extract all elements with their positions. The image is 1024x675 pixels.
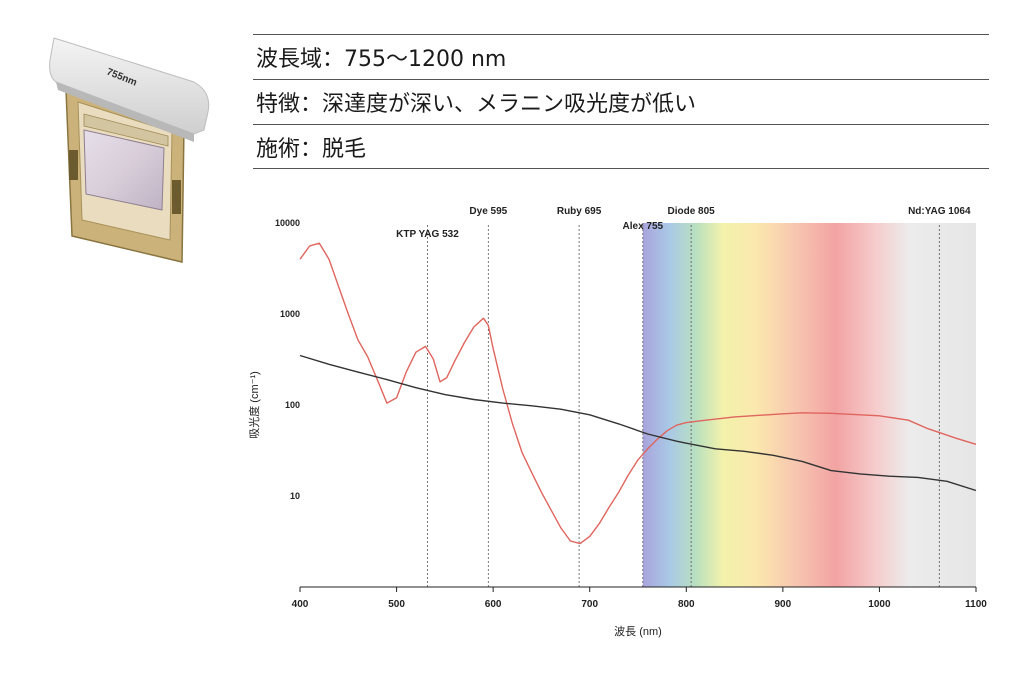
series-line xyxy=(299,242,977,545)
laser-line-label: Dye 595 xyxy=(469,206,507,217)
laser-line-label: KTP YAG 532 xyxy=(396,229,459,240)
x-tick-label: 800 xyxy=(678,599,695,610)
y-tick-label: 10 xyxy=(290,491,300,501)
x-tick-label: 700 xyxy=(581,599,598,610)
spec-row-treatment: 施術：脱毛 xyxy=(253,124,989,169)
x-tick-label: 1100 xyxy=(965,599,987,610)
spec-row-features: 特徴：深達度が深い、メラニン吸光度が低い xyxy=(253,79,989,124)
y-tick-label: 10000 xyxy=(275,218,300,228)
laser-line-label: Nd:YAG 1064 xyxy=(908,206,971,217)
series-lines xyxy=(299,242,977,545)
x-tick-label: 900 xyxy=(775,599,792,610)
laser-lines: KTP YAG 532 Dye 595 Ruby 695 Alex 755Diode … xyxy=(396,206,971,587)
x-axis-label: 波長 (nm) xyxy=(614,625,662,638)
laser-line-label: Diode 805 xyxy=(667,206,715,217)
handpiece-image: 755nm xyxy=(44,30,224,280)
y-tick-label: 1000 xyxy=(280,309,300,319)
spec-table: 波長域：755〜1200 nm 特徴：深達度が深い、メラニン吸光度が低い 施術：… xyxy=(253,34,989,169)
x-tick-label: 1000 xyxy=(868,599,891,610)
absorption-chart: KTP YAG 532 Dye 595 Ruby 695 Alex 755 Diode … xyxy=(247,190,1008,664)
laser-line-label: Ruby 695 xyxy=(557,206,602,217)
absorption-chart-svg: KTP YAG 532 Dye 595 Ruby 695 Alex 755Diode … xyxy=(247,206,987,638)
axes: 400 500 600 700 800 900 1000 1100 10 100 1000 10000 xyxy=(275,218,987,610)
y-tick-label: 100 xyxy=(285,400,300,410)
spec-row-wavelength: 波長域：755〜1200 nm xyxy=(253,34,989,79)
y-axis-label: 吸光度 (cm⁻¹) xyxy=(248,371,261,439)
spectrum-band xyxy=(642,223,976,587)
x-tick-label: 500 xyxy=(388,599,405,610)
x-tick-label: 400 xyxy=(292,599,309,610)
laser-line-label: Alex 755 xyxy=(623,221,664,232)
series-line xyxy=(299,354,977,492)
x-tick-label: 600 xyxy=(485,599,502,610)
handpiece-illustration: 755nm xyxy=(49,37,210,263)
